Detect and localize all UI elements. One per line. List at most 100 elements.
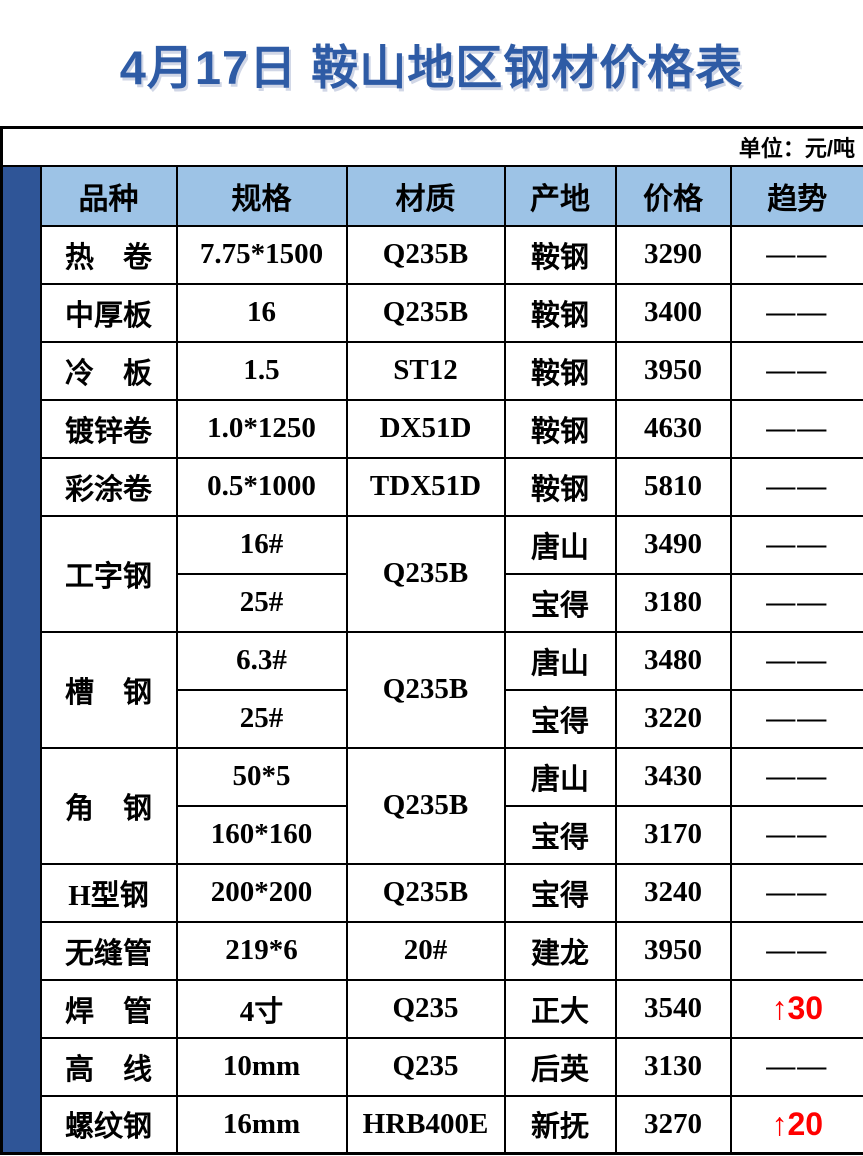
origin-cell: 正大: [503, 978, 617, 1039]
spec-cell: 6.3#: [175, 630, 348, 691]
variety-cell: 彩涂卷: [39, 456, 178, 517]
table-row: 25# 宝得 3220 ——: [2, 688, 863, 749]
spec-cell: 16#: [175, 514, 348, 575]
material-cell: Q235B: [345, 746, 506, 865]
spec-cell: 7.75*1500: [175, 224, 348, 285]
steel-price-table: 单位：元/吨 品种 规格 材质 产地 价格 趋势 热 卷 7.75*1500 Q…: [0, 126, 863, 1155]
spec-cell: 25#: [175, 688, 348, 749]
variety-cell: 螺纹钢: [39, 1094, 178, 1155]
trend-cell: ——: [729, 862, 863, 923]
col-header-spec: 规格: [175, 164, 348, 227]
spec-cell: 16: [175, 282, 348, 343]
variety-cell: 镀锌卷: [39, 398, 178, 459]
price-cell: 5810: [614, 456, 732, 517]
material-cell: Q235: [345, 1036, 506, 1097]
price-cell: 3180: [614, 572, 732, 633]
origin-cell: 宝得: [503, 804, 617, 865]
page-title: 4月17日 鞍山地区钢材价格表: [119, 40, 744, 94]
trend-cell: ——: [729, 340, 863, 401]
spec-cell: 1.5: [175, 340, 348, 401]
origin-cell: 宝得: [503, 862, 617, 923]
origin-cell: 唐山: [503, 746, 617, 807]
origin-cell: 鞍钢: [503, 456, 617, 517]
origin-cell: 鞍钢: [503, 282, 617, 343]
material-cell: Q235: [345, 978, 506, 1039]
price-cell: 3220: [614, 688, 732, 749]
trend-cell: ——: [729, 514, 863, 575]
table-row: 中厚板 16 Q235B 鞍钢 3400 ——: [2, 282, 863, 343]
spec-cell: 4寸: [175, 978, 348, 1039]
price-cell: 3130: [614, 1036, 732, 1097]
material-cell: HRB400E: [345, 1094, 506, 1155]
left-accent-bar: [0, 164, 42, 1155]
table-row: 角 钢 50*5 Q235B 唐山 3430 ——: [2, 746, 863, 865]
price-cell: 3490: [614, 514, 732, 575]
variety-cell: 角 钢: [39, 746, 178, 865]
trend-cell: ——: [729, 398, 863, 459]
spec-cell: 25#: [175, 572, 348, 633]
origin-cell: 唐山: [503, 514, 617, 575]
variety-cell: 槽 钢: [39, 630, 178, 749]
table-row: 冷 板 1.5 ST12 鞍钢 3950 ——: [2, 340, 863, 401]
table-row: 工字钢 16# Q235B 唐山 3490 ——: [2, 514, 863, 633]
col-header-origin: 产地: [503, 164, 617, 227]
origin-cell: 宝得: [503, 572, 617, 633]
table-row: 25# 宝得 3180 ——: [2, 572, 863, 633]
variety-cell: H型钢: [39, 862, 178, 923]
origin-cell: 后英: [503, 1036, 617, 1097]
material-cell: Q235B: [345, 224, 506, 285]
trend-cell: ——: [729, 224, 863, 285]
variety-cell: 中厚板: [39, 282, 178, 343]
material-cell: Q235B: [345, 630, 506, 749]
spec-cell: 219*6: [175, 920, 348, 981]
origin-cell: 鞍钢: [503, 340, 617, 401]
table-row: 焊 管 4寸 Q235 正大 3540 ↑30: [2, 978, 863, 1039]
unit-label: 单位：元/吨: [0, 126, 863, 167]
trend-cell: ——: [729, 746, 863, 807]
col-header-variety: 品种: [39, 164, 178, 227]
table-row: 镀锌卷 1.0*1250 DX51D 鞍钢 4630 ——: [2, 398, 863, 459]
col-header-material: 材质: [345, 164, 506, 227]
trend-cell: ——: [729, 688, 863, 749]
spec-cell: 50*5: [175, 746, 348, 807]
origin-cell: 唐山: [503, 630, 617, 691]
price-cell: 3950: [614, 340, 732, 401]
spec-cell: 160*160: [175, 804, 348, 865]
spec-cell: 200*200: [175, 862, 348, 923]
origin-cell: 新抚: [503, 1094, 617, 1155]
trend-cell: ↑20: [729, 1094, 863, 1155]
table-row: 160*160 宝得 3170 ——: [2, 804, 863, 865]
variety-cell: 高 线: [39, 1036, 178, 1097]
variety-cell: 冷 板: [39, 340, 178, 401]
unit-row: 单位：元/吨: [0, 126, 863, 167]
spec-cell: 16mm: [175, 1094, 348, 1155]
price-cell: 3480: [614, 630, 732, 691]
price-cell: 3170: [614, 804, 732, 865]
material-cell: 20#: [345, 920, 506, 981]
price-cell: 3240: [614, 862, 732, 923]
spec-cell: 10mm: [175, 1036, 348, 1097]
price-cell: 3540: [614, 978, 732, 1039]
price-cell: 3270: [614, 1094, 732, 1155]
variety-cell: 工字钢: [39, 514, 178, 633]
origin-cell: 鞍钢: [503, 398, 617, 459]
title-bar: 4月17日 鞍山地区钢材价格表: [0, 0, 863, 126]
price-cell: 3400: [614, 282, 732, 343]
trend-cell: ——: [729, 1036, 863, 1097]
trend-cell: ——: [729, 572, 863, 633]
trend-cell: ↑30: [729, 978, 863, 1039]
table-row: 热 卷 7.75*1500 Q235B 鞍钢 3290 ——: [2, 224, 863, 285]
trend-cell: ——: [729, 804, 863, 865]
material-cell: Q235B: [345, 514, 506, 633]
material-cell: Q235B: [345, 282, 506, 343]
price-cell: 3290: [614, 224, 732, 285]
trend-cell: ——: [729, 282, 863, 343]
spec-cell: 0.5*1000: [175, 456, 348, 517]
material-cell: Q235B: [345, 862, 506, 923]
variety-cell: 焊 管: [39, 978, 178, 1039]
price-cell: 3430: [614, 746, 732, 807]
material-cell: ST12: [345, 340, 506, 401]
table-row: 无缝管 219*6 20# 建龙 3950 ——: [2, 920, 863, 981]
origin-cell: 鞍钢: [503, 224, 617, 285]
